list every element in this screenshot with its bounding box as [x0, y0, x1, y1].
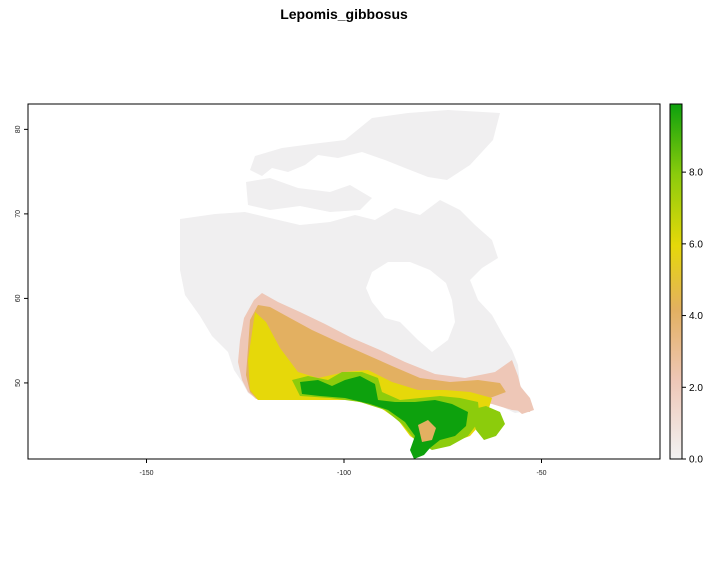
newfoundland [505, 386, 534, 414]
y-tick-label: 70 [15, 210, 22, 218]
y-tick-label: 50 [15, 379, 22, 387]
x-tick-label: -150 [139, 470, 153, 477]
hudson-bay [366, 262, 455, 352]
legend-colorbar [669, 103, 683, 460]
maritimes [470, 406, 505, 440]
legend-tick-label: 4.0 [689, 311, 703, 322]
x-tick-label: -50 [536, 470, 546, 477]
map-title: Lepomis_gibbosus [280, 6, 408, 22]
x-tick-label: -100 [337, 470, 351, 477]
legend-tick-label: 8.0 [689, 168, 703, 179]
y-tick-label: 60 [15, 294, 22, 302]
x-axis: -150 -100 -50 [139, 459, 547, 477]
legend-tick-label: 0.0 [689, 455, 703, 466]
legend-tick-label: 2.0 [689, 383, 703, 394]
arctic-islands [250, 110, 500, 180]
map-raster [180, 110, 534, 459]
arctic-island-west [246, 178, 372, 212]
y-axis: 50 60 70 80 [15, 125, 28, 387]
legend-ticks: 0.0 2.0 4.0 6.0 8.0 [682, 168, 703, 466]
legend-tick-label: 6.0 [689, 239, 703, 250]
y-tick-label: 80 [15, 125, 22, 133]
great-lakes [418, 420, 436, 442]
